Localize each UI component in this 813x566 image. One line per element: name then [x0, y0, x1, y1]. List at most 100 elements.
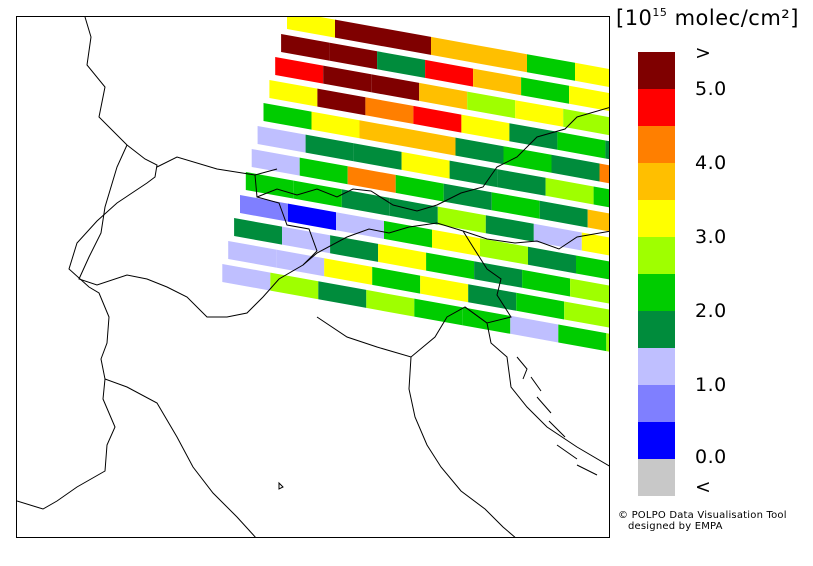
- legend-label-3: 3.0: [695, 226, 727, 248]
- swath-pixel: [377, 51, 426, 78]
- swath-pixel: [263, 103, 312, 130]
- swath-pixel: [311, 111, 360, 139]
- swath-pixel: [575, 62, 609, 87]
- swath-pixel: [545, 177, 594, 205]
- swath-pixel: [539, 200, 588, 228]
- swath-pixel: [395, 174, 444, 202]
- swath-pixel: [522, 269, 571, 297]
- swath-pixel: [455, 137, 504, 165]
- slovenia-border: [462, 230, 512, 324]
- france-border: [17, 17, 158, 510]
- swath-pixel: [359, 120, 408, 147]
- legend-swatch: [638, 348, 675, 385]
- swath-pixel: [299, 157, 348, 185]
- swath-pixel: [251, 149, 300, 176]
- swath-pixel: [551, 154, 600, 182]
- legend-title-exponent: 15: [652, 6, 668, 19]
- credit-text: © POLPO Data Visualisation Tool designed…: [618, 510, 787, 532]
- legend-swatch: [638, 89, 675, 126]
- swath-pixel: [389, 197, 438, 225]
- swath-pixel: [281, 34, 330, 61]
- swath-pixel: [288, 203, 336, 231]
- credit-line-1: © POLPO Data Visualisation Tool: [618, 510, 787, 521]
- map-canvas: [17, 17, 609, 537]
- legend-label-1: 1.0: [695, 374, 727, 396]
- swath-pixel: [336, 212, 384, 239]
- swath-pixel: [576, 255, 609, 280]
- legend-swatch: [638, 385, 675, 422]
- swath-pixel: [516, 292, 565, 320]
- swath-pixel: [480, 238, 528, 265]
- swath-pixel: [563, 108, 609, 136]
- swath-pixel: [419, 82, 468, 110]
- swath-pixel: [533, 223, 582, 251]
- swath-pixel: [461, 114, 510, 142]
- legend-swatch: [638, 126, 675, 163]
- swath-pixel: [443, 183, 492, 211]
- swath-pixel: [606, 333, 609, 352]
- swath-pixel: [366, 289, 415, 317]
- legend-title-suffix: molec/cm²]: [667, 6, 799, 30]
- swath-pixel: [497, 169, 546, 196]
- elba-island: [278, 481, 284, 490]
- legend-swatch: [638, 237, 675, 274]
- swath-pixel: [587, 209, 609, 232]
- swath-pixel: [569, 85, 609, 112]
- swath-pixel: [330, 235, 379, 262]
- swath-pixel: [521, 77, 570, 104]
- legend-title: [1015 molec/cm²]: [616, 6, 813, 30]
- swath-pixel: [383, 28, 431, 55]
- legend-swatch: [638, 274, 675, 311]
- legend-swatch: [638, 52, 675, 89]
- legend-label-above: >: [695, 42, 712, 64]
- swath-pixel: [426, 252, 475, 280]
- swath-pixel: [270, 272, 319, 300]
- austria-border: [256, 107, 609, 212]
- swath-pixel: [528, 246, 576, 274]
- legend-swatch: [638, 459, 675, 496]
- swath-pixel: [318, 281, 367, 308]
- swath-pixel: [347, 166, 396, 193]
- switzerland-border: [78, 144, 318, 318]
- italy-coast-west: [104, 378, 256, 537]
- satellite-swath-pixels: [222, 17, 609, 352]
- legend-label-2: 2.0: [695, 300, 727, 322]
- swath-pixel: [570, 278, 609, 304]
- germany-border: [156, 156, 278, 176]
- swath-pixel: [479, 45, 527, 73]
- swath-pixel: [282, 226, 331, 254]
- swath-pixel: [371, 74, 420, 101]
- swath-pixel: [245, 172, 294, 199]
- swath-pixel: [234, 218, 283, 245]
- swath-pixel: [269, 80, 318, 107]
- swath-pixel: [605, 140, 609, 160]
- swath-pixel: [468, 284, 517, 311]
- italy-coast-east: [408, 356, 516, 537]
- swath-pixel: [425, 59, 474, 87]
- swath-pixel: [413, 105, 462, 133]
- swath-pixel: [323, 65, 372, 93]
- swath-pixel: [431, 36, 479, 64]
- swath-pixel: [564, 301, 609, 328]
- map-panel: [16, 16, 610, 538]
- swath-pixel: [462, 307, 511, 334]
- swath-pixel: [558, 324, 607, 352]
- swath-pixel: [515, 100, 564, 127]
- swath-pixel: [329, 42, 378, 70]
- swath-pixel: [527, 54, 575, 81]
- legend-label-below: <: [695, 476, 712, 498]
- swath-pixel: [275, 57, 324, 84]
- swath-pixel: [240, 195, 288, 222]
- color-scale-bar: [638, 52, 675, 496]
- italy-border: [302, 222, 609, 266]
- swath-pixel: [509, 123, 558, 150]
- swath-pixel: [222, 264, 271, 291]
- swath-pixel: [372, 266, 421, 294]
- swath-pixel: [449, 160, 498, 188]
- swath-pixel: [365, 97, 414, 124]
- swath-pixel: [378, 243, 427, 271]
- swath-pixel: [324, 258, 373, 285]
- swath-pixel: [407, 128, 456, 156]
- swath-pixel: [335, 19, 383, 47]
- swath-pixel: [474, 261, 523, 288]
